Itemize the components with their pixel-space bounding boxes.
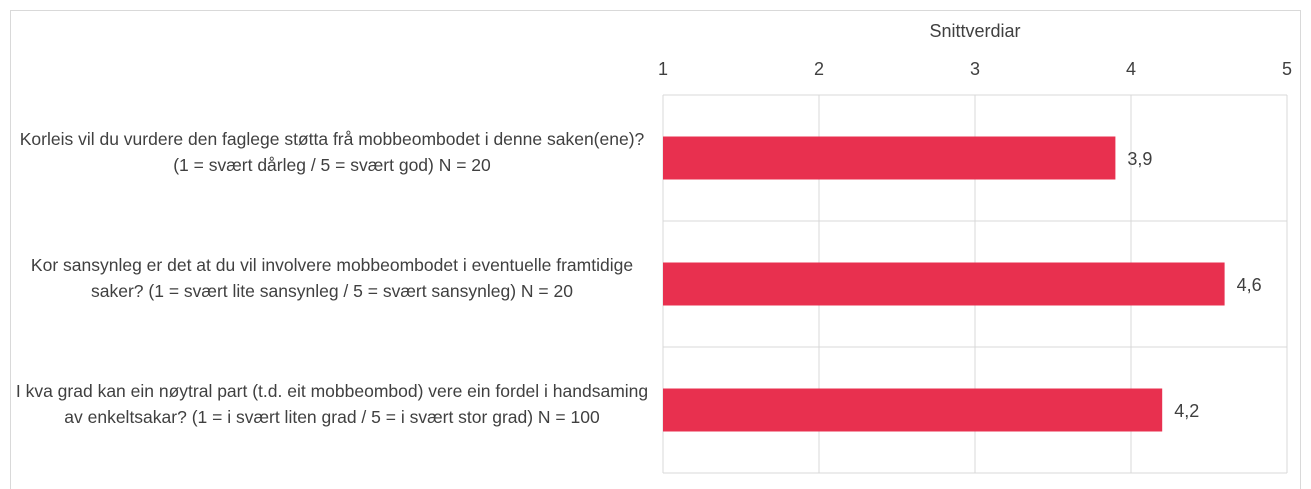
chart-border [10, 10, 1301, 489]
x-tick-label: 2 [814, 59, 824, 79]
data-label: 3,9 [1127, 149, 1152, 169]
x-tick-label: 3 [970, 59, 980, 79]
bar [663, 388, 1163, 432]
bar [663, 262, 1225, 306]
data-label: 4,2 [1174, 401, 1199, 421]
x-tick-label: 5 [1282, 59, 1292, 79]
category-label: Korleis vil du vurdere den faglege støtt… [19, 129, 645, 175]
category-label: Kor sansynleg er det at du vil involvere… [30, 255, 634, 301]
x-tick-label: 4 [1126, 59, 1136, 79]
data-label: 4,6 [1237, 275, 1262, 295]
category-label: I kva grad kan ein nøytral part (t.d. ei… [15, 381, 649, 427]
x-tick-label: 1 [658, 59, 668, 79]
axis-title: Snittverdiar [929, 21, 1020, 41]
bar [663, 136, 1116, 180]
